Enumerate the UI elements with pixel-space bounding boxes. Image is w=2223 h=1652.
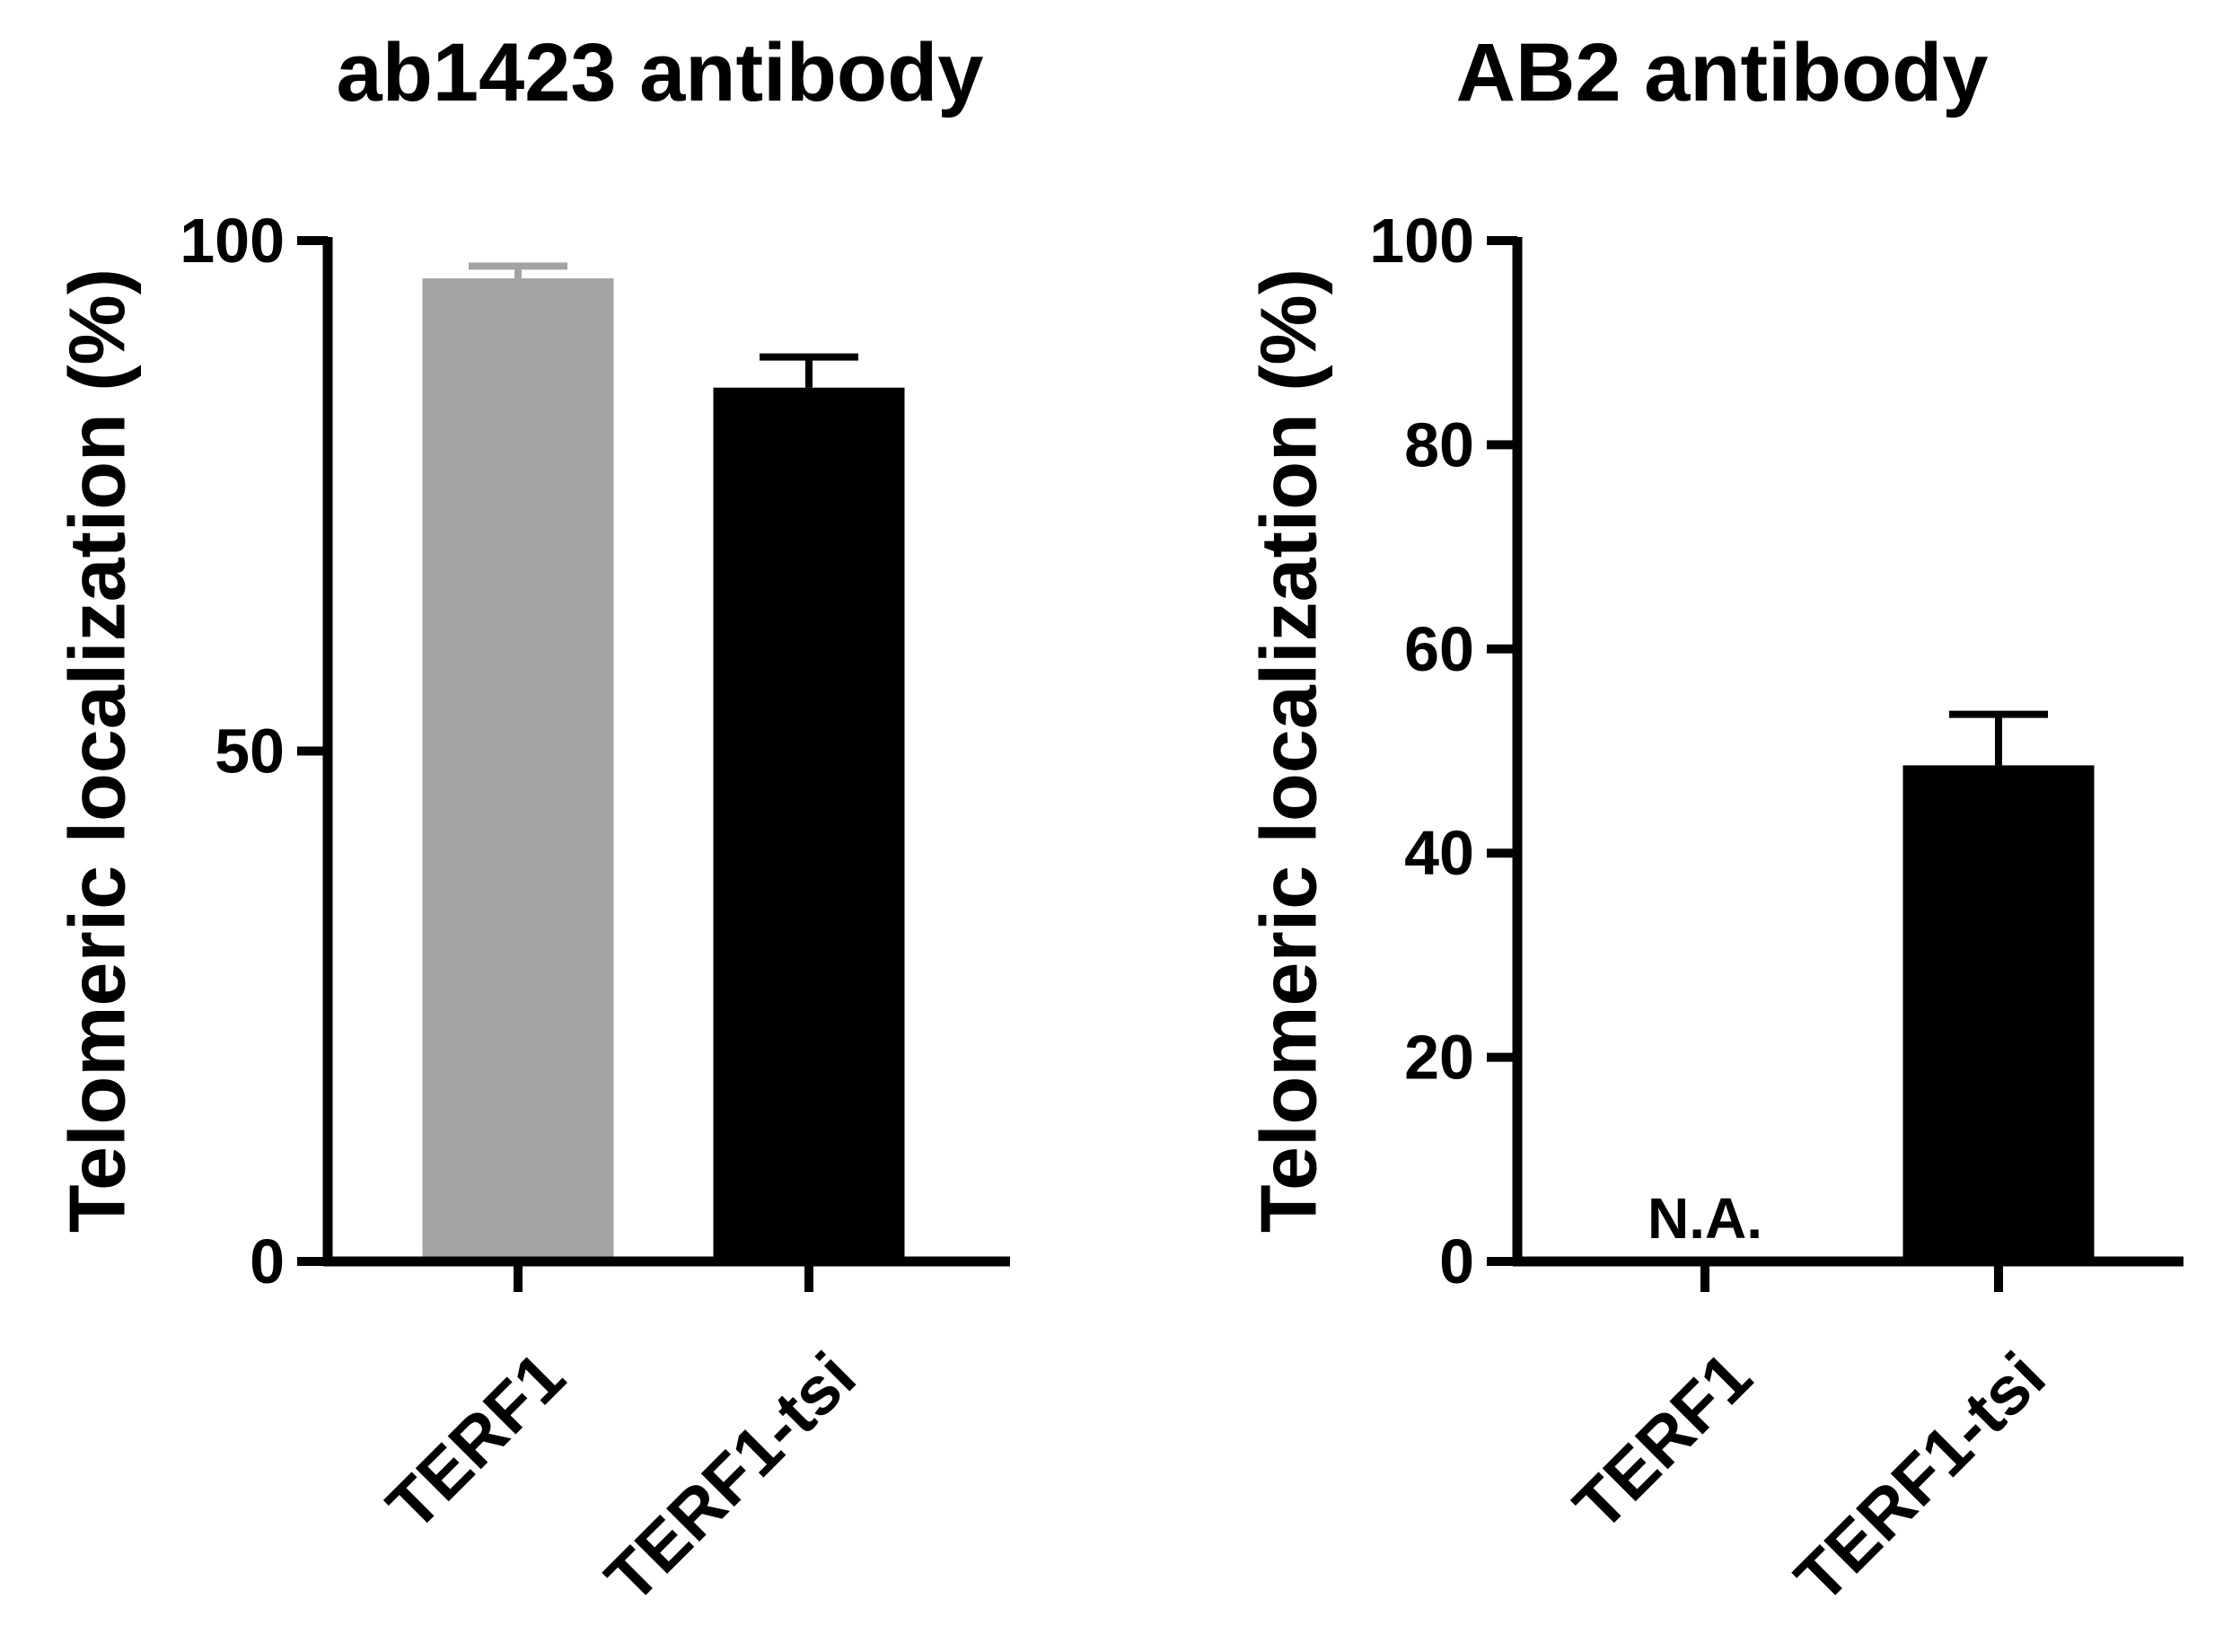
y-tick-label: 50 — [215, 716, 285, 786]
y-tick-label: 0 — [250, 1226, 285, 1296]
x-category-label: TERF1 — [1560, 1338, 1766, 1544]
y-tick-label: 100 — [1369, 206, 1474, 276]
bar-terf1 — [422, 278, 614, 1262]
chart-title: AB2 antibody — [1456, 27, 1989, 119]
annotation-label: N.A. — [1647, 1186, 1762, 1251]
y-tick-label: 20 — [1404, 1023, 1474, 1093]
bar-terf1-tsi — [713, 387, 905, 1261]
chart-title: ab1423 antibody — [337, 27, 984, 119]
y-tick-label: 60 — [1404, 614, 1474, 684]
x-category-label: TERF1 — [373, 1338, 579, 1544]
bar-terf1-tsi — [1902, 765, 2095, 1261]
chart-panel-ab2: AB2 antibody Telomeric localization (%) 0 2… — [1243, 27, 2183, 1617]
y-tick-label: 100 — [180, 206, 285, 276]
x-category-label: TERF1-tsi — [1781, 1338, 2060, 1617]
y-tick-label: 80 — [1404, 409, 1474, 479]
y-tick-label: 0 — [1439, 1226, 1474, 1296]
x-category-label: TERF1-tsi — [592, 1338, 871, 1617]
chart-panel-ab1423: ab1423 antibody Telomeric localization (%… — [52, 27, 1010, 1617]
y-axis-label: Telomeric localization (%) — [52, 268, 141, 1233]
y-tick-label: 40 — [1404, 818, 1474, 888]
y-axis-label: Telomeric localization (%) — [1243, 268, 1332, 1233]
